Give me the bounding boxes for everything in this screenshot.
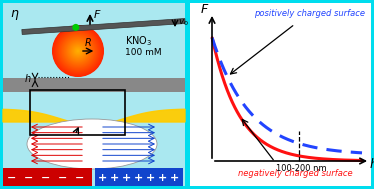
Circle shape (64, 36, 92, 66)
Circle shape (60, 33, 96, 69)
Circle shape (72, 24, 79, 31)
Text: +: + (134, 173, 144, 183)
Circle shape (57, 30, 99, 72)
Circle shape (73, 46, 83, 56)
Text: F: F (94, 10, 100, 20)
Circle shape (67, 40, 89, 62)
Polygon shape (22, 19, 185, 35)
Circle shape (59, 32, 97, 70)
Circle shape (57, 30, 99, 72)
Circle shape (65, 38, 91, 64)
Circle shape (62, 35, 94, 67)
Text: 100 mM: 100 mM (125, 48, 162, 57)
Circle shape (72, 45, 84, 57)
Circle shape (71, 44, 85, 58)
Text: +: + (171, 173, 180, 183)
Bar (95, 168, 183, 186)
Circle shape (58, 31, 98, 71)
Text: R: R (85, 38, 91, 48)
Circle shape (70, 43, 86, 59)
Text: +: + (110, 173, 120, 183)
Text: $\eta$: $\eta$ (10, 8, 19, 22)
Bar (190, 3, 371, 186)
Circle shape (77, 50, 79, 52)
Circle shape (53, 26, 103, 76)
Circle shape (54, 27, 102, 75)
Circle shape (64, 37, 92, 65)
Circle shape (65, 39, 91, 64)
Text: −: − (41, 173, 51, 183)
Circle shape (61, 34, 95, 68)
Circle shape (56, 29, 100, 73)
Text: +: + (122, 173, 132, 183)
Circle shape (76, 49, 80, 53)
Text: KNO$_3$: KNO$_3$ (125, 34, 152, 48)
Circle shape (63, 36, 93, 66)
Circle shape (68, 41, 88, 61)
Circle shape (68, 41, 88, 61)
Circle shape (76, 50, 80, 53)
Circle shape (55, 28, 101, 74)
Circle shape (75, 48, 81, 54)
Circle shape (77, 50, 79, 52)
Text: −: − (7, 173, 17, 183)
Circle shape (52, 25, 104, 77)
Circle shape (74, 47, 82, 55)
Circle shape (76, 48, 81, 54)
Text: −: − (24, 173, 34, 183)
Circle shape (53, 27, 102, 75)
Circle shape (61, 34, 95, 68)
Text: h: h (25, 74, 31, 84)
Text: F: F (200, 3, 208, 16)
Ellipse shape (27, 119, 157, 169)
Text: positively charged surface: positively charged surface (254, 9, 365, 18)
Circle shape (59, 32, 97, 70)
Polygon shape (3, 109, 185, 125)
Text: negatively charged surface: negatively charged surface (238, 169, 352, 178)
Circle shape (55, 28, 101, 74)
Circle shape (67, 40, 89, 62)
Circle shape (72, 45, 84, 57)
Circle shape (56, 29, 100, 73)
Circle shape (70, 43, 86, 59)
Text: −: − (75, 173, 85, 183)
Text: 100-200 nm: 100-200 nm (276, 164, 326, 173)
Bar (30, 90, 125, 135)
Circle shape (69, 42, 87, 60)
Circle shape (60, 33, 96, 69)
Bar (3, 104, 185, 186)
Text: +: + (158, 173, 168, 183)
Text: −: − (58, 173, 68, 183)
Circle shape (52, 26, 104, 77)
Circle shape (66, 39, 90, 63)
Text: +: + (98, 173, 108, 183)
Circle shape (74, 47, 82, 55)
Bar (3, 3, 185, 186)
Bar (3, 168, 92, 186)
Bar (3, 78, 185, 92)
Circle shape (58, 31, 98, 71)
Circle shape (62, 35, 94, 67)
Text: $v_0$: $v_0$ (178, 17, 189, 28)
Circle shape (69, 42, 88, 60)
Circle shape (71, 44, 85, 58)
Circle shape (64, 37, 92, 64)
Text: h: h (370, 158, 374, 171)
Text: +: + (146, 173, 156, 183)
Circle shape (73, 46, 83, 56)
